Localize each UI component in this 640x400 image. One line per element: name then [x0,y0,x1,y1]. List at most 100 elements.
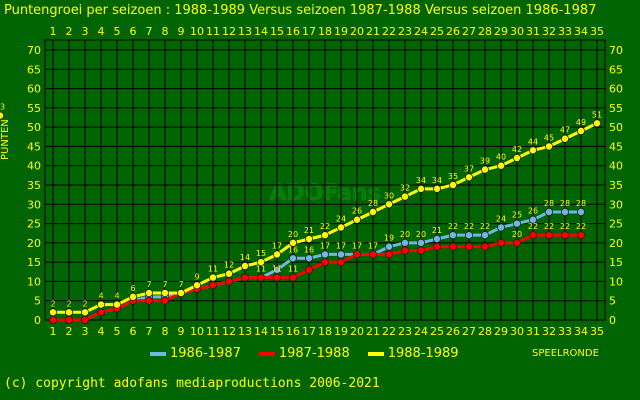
x-tick-label-bottom: 3 [82,325,89,338]
data-point-1987-1988 [416,246,425,255]
data-label-1986-1987: 28 [576,199,586,208]
data-point-1987-1988 [448,242,457,251]
data-point-1987-1988 [545,231,554,240]
x-tick-label-top: 15 [270,25,284,38]
legend-label: 1987-1988 [278,346,350,361]
x-tick-label-bottom: 12 [222,325,236,338]
data-label-1988-1989: 17 [272,241,282,250]
data-label-1988-1989: 6 [130,284,135,293]
data-point-1987-1988 [240,273,249,282]
data-label-1988-1989: 7 [146,280,151,289]
x-tick-label-top: 10 [190,25,204,38]
data-label-1986-1987: 21 [432,226,442,235]
x-tick-label-bottom: 11 [206,325,220,338]
data-label-1988-1989: 47 [560,126,570,135]
data-label-1988-1989: 22 [320,222,330,231]
x-tick-label-top: 14 [254,25,268,38]
data-label-1988-1989: 44 [528,137,538,146]
data-label-1987-1988: 11 [256,265,266,274]
x-tick-label-top: 6 [130,25,137,38]
data-point-1986-1987 [513,219,522,228]
x-tick-label-bottom: 13 [238,325,252,338]
data-point-1987-1988 [256,273,265,282]
data-point-1987-1988 [208,281,217,290]
data-label-1988-1989: 2 [50,299,55,308]
data-point-1988-1989 [577,127,586,136]
x-tick-label-top: 34 [574,25,588,38]
data-label-1986-1987: 22 [464,222,474,231]
x-tick-label-bottom: 1 [50,325,57,338]
data-point-1988-1989 [480,165,489,174]
data-point-1987-1988 [480,242,489,251]
data-label-1988-1989: 24 [336,214,346,223]
x-tick-label-top: 9 [178,25,185,38]
data-label-1987-1988: 11 [288,265,298,274]
data-label-1986-1987: 17 [320,241,330,250]
x-tick-label-top: 2 [66,25,73,38]
y-tick-label-right: 35 [609,179,623,192]
legend-marker [367,351,384,356]
data-label-1988-1989: 15 [256,249,266,258]
data-label-1988-1989: 28 [368,199,378,208]
x-tick-label-bottom: 19 [334,325,348,338]
x-tick-label-top: 33 [558,25,572,38]
data-label-1986-1987: 17 [368,241,378,250]
data-label-1988-1989: 34 [416,176,426,185]
y-tick-label-right: 50 [609,121,623,134]
x-tick-label-bottom: 26 [446,325,460,338]
data-point-1988-1989 [81,308,90,317]
x-tick-label-bottom: 32 [542,325,556,338]
x-tick-label-bottom: 18 [318,325,332,338]
x-tick-label-bottom: 8 [162,325,169,338]
x-tick-label-bottom: 17 [302,325,316,338]
data-point-1988-1989 [464,173,473,182]
legend-marker [258,351,275,356]
x-tick-label-top: 26 [446,25,460,38]
data-label-1986-1987: 20 [400,230,410,239]
x-tick-label-bottom: 14 [254,325,268,338]
data-point-1988-1989 [49,308,58,317]
x-tick-label-bottom: 29 [494,325,508,338]
x-tick-label-bottom: 5 [114,325,121,338]
x-tick-label-top: 4 [98,25,105,38]
x-axis-label: SPEELRONDE [532,348,599,359]
data-point-1987-1988 [288,273,297,282]
y-tick-label-left: 45 [27,140,41,153]
data-point-1988-1989 [352,215,361,224]
series-line-1987-1988 [53,233,581,322]
data-point-1986-1987 [288,254,297,263]
x-tick-label-top: 13 [238,25,252,38]
data-point-1988-1989 [384,200,393,209]
data-point-1987-1988 [160,296,169,305]
data-point-1986-1987 [496,223,505,232]
y-tick-label-left: 60 [27,83,41,96]
copyright-text: (c) copyright adofans mediaproductions 2… [4,376,380,391]
data-point-1988-1989 [240,261,249,270]
data-point-1987-1988 [496,238,505,247]
y-tick-label-right: 45 [609,140,623,153]
x-tick-label-bottom: 27 [462,325,476,338]
data-point-1988-1989 [208,273,217,282]
data-point-1986-1987 [320,250,329,259]
y-tick-label-right: 70 [609,44,623,57]
data-label-1988-1989: 40 [496,153,506,162]
data-point-1986-1987 [432,234,441,243]
x-tick-label-bottom: 31 [526,325,540,338]
x-tick-label-top: 18 [318,25,332,38]
data-point-1987-1988 [529,231,538,240]
x-tick-label-bottom: 28 [478,325,492,338]
x-tick-label-top: 17 [302,25,316,38]
data-point-1988-1989 [176,288,185,297]
data-label-1988-1989: 7 [178,280,183,289]
x-tick-label-top: 30 [510,25,524,38]
y-tick-label-right: 15 [609,256,623,269]
x-tick-label-top: 28 [478,25,492,38]
chart-title: Puntengroei per seizoen : 1988-1989 Vers… [4,3,597,18]
data-label-1988-1989: 4 [98,292,103,301]
x-tick-label-bottom: 16 [286,325,300,338]
data-label-1988-1989: 30 [384,191,394,200]
data-point-1987-1988 [513,238,522,247]
data-point-1986-1987 [336,250,345,259]
data-label-1988-1989: 12 [224,261,234,270]
data-point-1988-1989 [593,119,602,128]
